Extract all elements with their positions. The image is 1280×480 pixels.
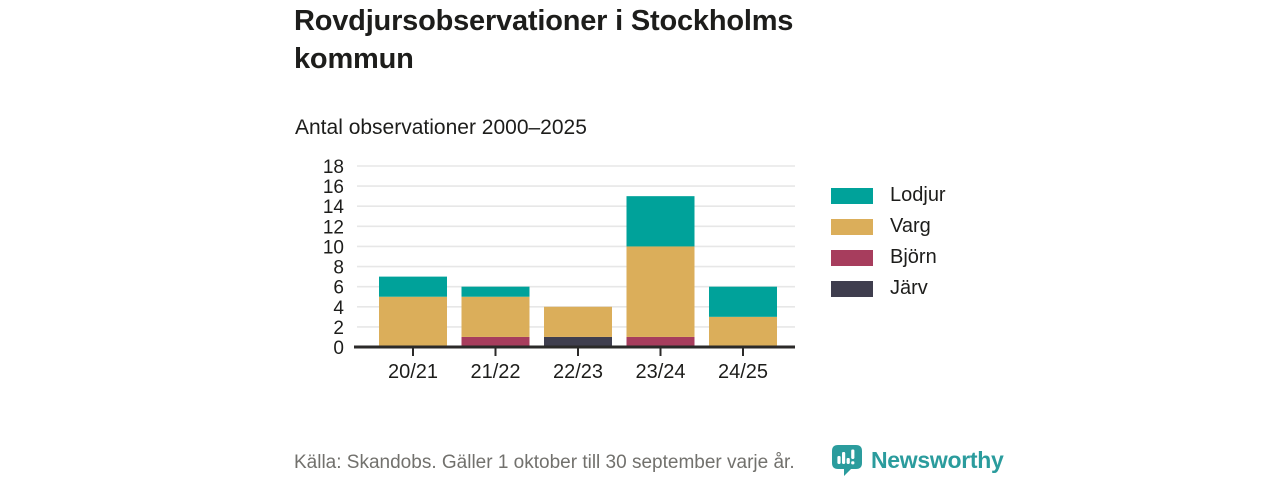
y-tick-label: 18 [323,157,344,178]
y-tick-label: 8 [333,258,344,279]
newsworthy-logo[interactable]: Newsworthy [832,445,1004,476]
legend-swatch [831,218,873,235]
x-tick-label: 22/23 [553,361,603,383]
chart-subtitle: Antal observationer 2000–2025 [295,116,587,139]
bar-segment-varg-21/22 [461,296,530,337]
legend-item-varg: Varg [831,215,946,237]
legend-item-järv: Järv [831,277,946,299]
bar-segment-björn-21/22 [461,336,530,347]
legend-swatch [831,249,873,266]
legend-label: Varg [890,215,931,237]
legend-swatch [831,187,873,204]
bar-segment-varg-23/24 [626,246,695,337]
bar-segment-varg-20/21 [379,296,447,347]
legend-label: Björn [890,246,937,268]
bar-segment-lodjur-20/21 [379,276,447,297]
y-tick-label: 14 [323,197,345,218]
y-tick-label: 6 [333,278,344,299]
y-tick-label: 10 [323,237,344,258]
y-tick-label: 16 [323,177,344,198]
source-note: Källa: Skandobs. Gäller 1 oktober till 3… [294,452,795,473]
bar-segment-järv-22/23 [544,336,612,347]
x-tick-label: 20/21 [388,361,438,383]
x-tick-label: 24/25 [718,361,768,383]
legend-swatch [831,280,873,297]
bar-segment-varg-24/25 [709,316,777,347]
y-tick-label: 12 [323,217,344,238]
newsworthy-wordmark: Newsworthy [871,447,1004,473]
bar-segment-björn-23/24 [626,336,695,347]
legend-item-björn: Björn [831,246,946,268]
y-tick-label: 4 [333,298,344,319]
legend-label: Järv [890,277,928,299]
legend-label: Lodjur [890,184,946,206]
newsworthy-bubble-chart-icon [832,445,862,476]
x-tick-label: 23/24 [635,361,685,383]
chart-title: Rovdjursobservationer i Stockholms kommu… [294,5,794,75]
y-tick-label: 2 [333,318,344,339]
bar-segment-lodjur-24/25 [709,286,777,317]
legend: Lodjur Varg Björn Järv [831,184,946,299]
bar-segment-varg-22/23 [544,306,612,337]
y-tick-label: 0 [333,338,344,359]
x-tick-label: 21/22 [470,361,520,383]
legend-item-lodjur: Lodjur [831,184,946,206]
bar-segment-lodjur-21/22 [461,286,530,297]
bar-segment-lodjur-23/24 [626,196,695,247]
